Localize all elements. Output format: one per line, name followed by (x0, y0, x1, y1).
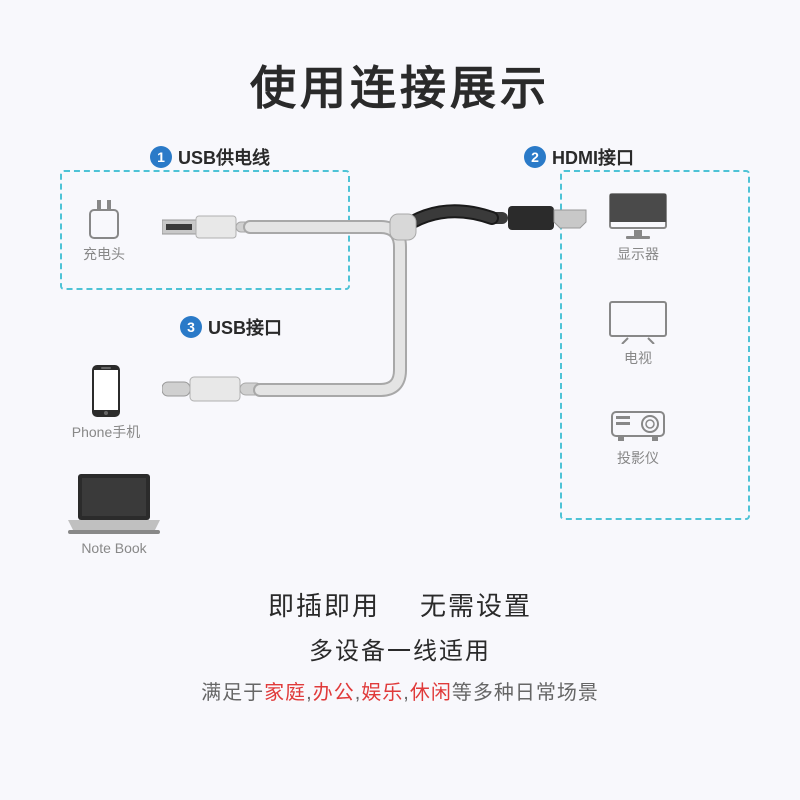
tv-label: 电视 (598, 348, 678, 368)
badge-num-3: 3 (180, 316, 202, 338)
tv-icon-group: 电视 (598, 300, 678, 368)
charger-icon (86, 198, 122, 240)
no-setup-text: 无需设置 (420, 591, 532, 621)
hdmi-connector-icon (490, 202, 590, 234)
hl-office: 办公 (313, 682, 355, 704)
monitor-icon (608, 192, 668, 240)
phone-icon-group: Phone手机 (70, 364, 142, 442)
usb-a-connector-icon (162, 212, 252, 242)
monitor-icon-group: 显示器 (598, 192, 678, 264)
connection-diagram: 1 USB供电线 2 HDMI接口 3 USB接口 充电头 Phone手机 (50, 140, 750, 580)
laptop-icon-group: Note Book (54, 472, 174, 556)
bottom-text-block: 即插即用 无需设置 多设备一线适用 满足于家庭,办公,娱乐,休闲等多种日常场景 (0, 586, 800, 705)
badge-text-1: USB供电线 (178, 144, 270, 170)
badge-num-2: 2 (524, 146, 546, 168)
bottom-line-3: 满足于家庭,办公,娱乐,休闲等多种日常场景 (0, 676, 800, 705)
tv-icon (608, 300, 668, 344)
hl-home: 家庭 (264, 682, 306, 704)
phone-icon (91, 364, 121, 418)
laptop-label: Note Book (54, 540, 174, 556)
hl-entertain: 娱乐 (361, 682, 403, 704)
badge-text-3: USB接口 (208, 314, 282, 340)
projector-icon-group: 投影仪 (598, 402, 678, 468)
bottom-line-2: 多设备一线适用 (0, 631, 800, 666)
badge-usb-data: 3 USB接口 (180, 314, 282, 340)
hl-leisure: 休闲 (410, 682, 452, 704)
charger-icon-group: 充电头 (76, 198, 132, 264)
l3-pre: 满足于 (201, 682, 264, 704)
usb-connector-icon (162, 372, 262, 406)
l3-post: 等多种日常场景 (452, 682, 599, 704)
plug-and-play-text: 即插即用 (268, 591, 380, 621)
badge-usb-power: 1 USB供电线 (150, 144, 270, 170)
badge-hdmi: 2 HDMI接口 (524, 144, 634, 170)
projector-label: 投影仪 (598, 448, 678, 468)
bottom-line-1: 即插即用 无需设置 (0, 586, 800, 623)
badge-text-2: HDMI接口 (552, 144, 634, 170)
phone-label: Phone手机 (70, 422, 142, 442)
badge-num-1: 1 (150, 146, 172, 168)
monitor-label: 显示器 (598, 244, 678, 264)
charger-label: 充电头 (76, 244, 132, 264)
page-title: 使用连接展示 (0, 0, 800, 118)
laptop-icon (64, 472, 164, 536)
projector-icon (610, 402, 666, 444)
